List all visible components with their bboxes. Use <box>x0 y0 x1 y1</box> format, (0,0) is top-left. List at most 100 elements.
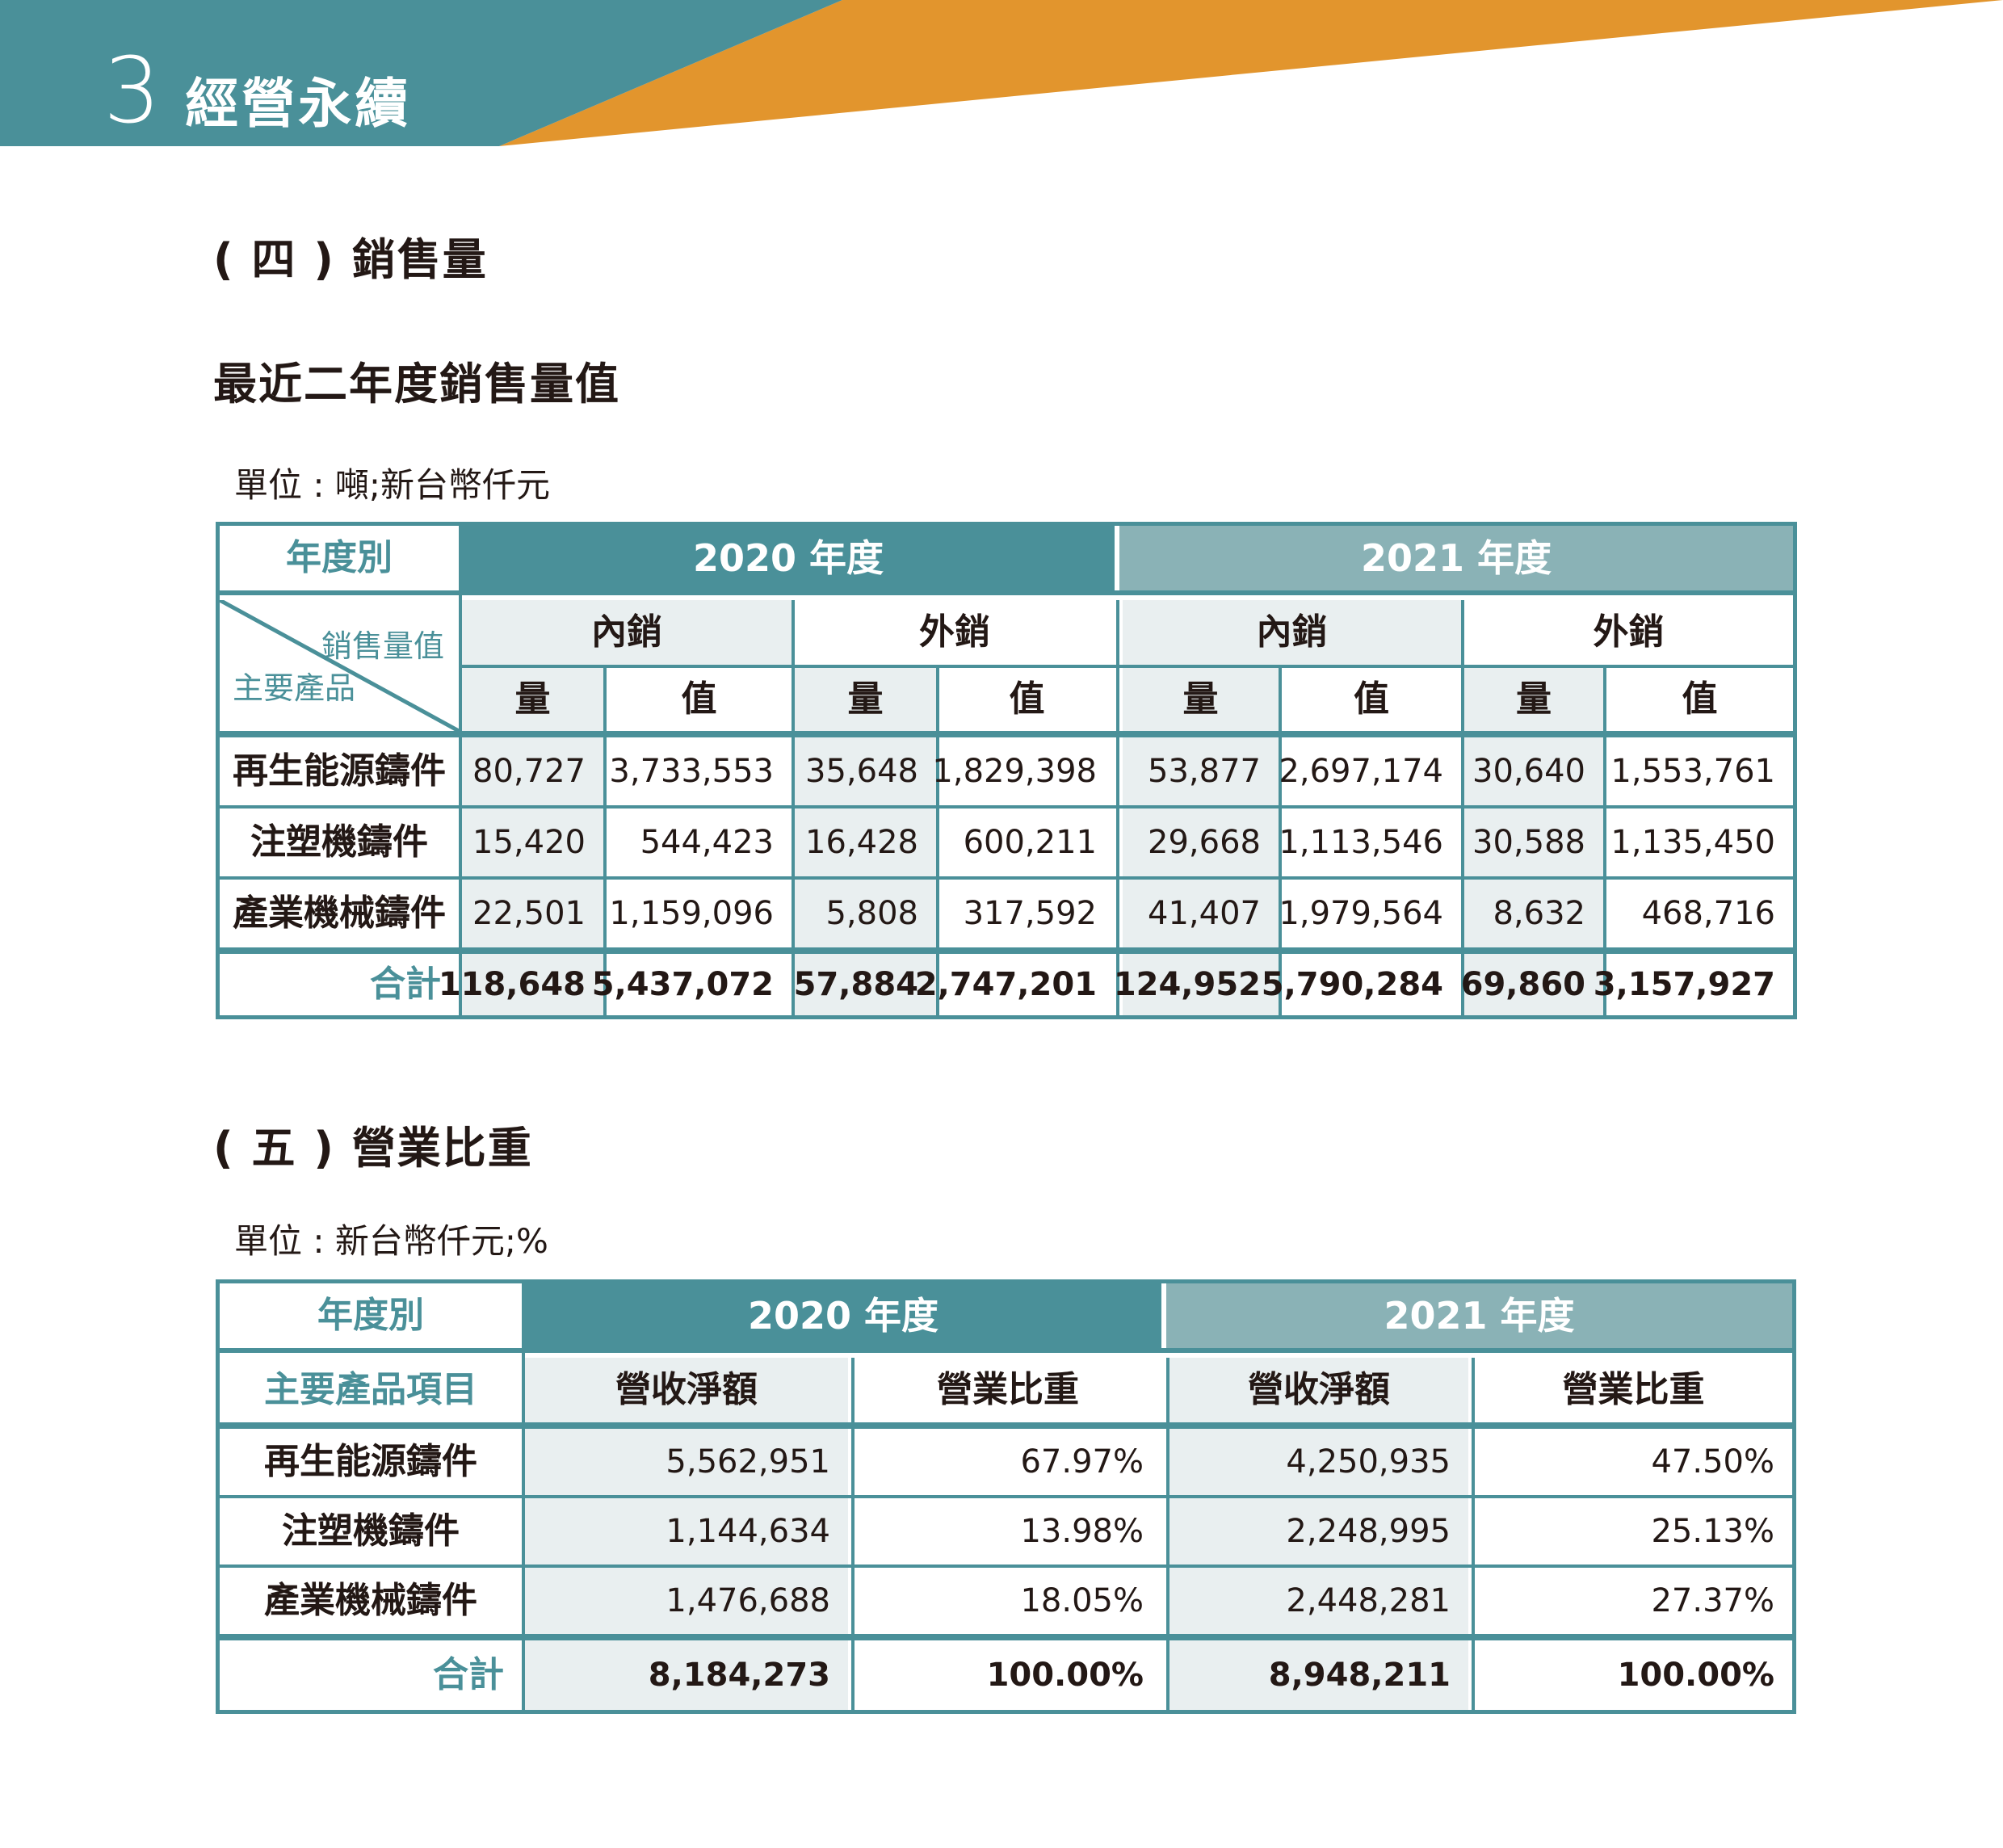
gridline <box>603 668 607 1015</box>
col-header-export: 外銷 <box>1593 611 1665 653</box>
data-cell: 1,135,450 <box>1610 824 1775 861</box>
data-cell: 2,448,281 <box>1169 1568 1468 1634</box>
gridline <box>792 600 795 1015</box>
data-cell: 1,476,688 <box>525 1568 848 1634</box>
total-row-label: 合計 <box>433 1654 504 1695</box>
data-cell: 1,144,634 <box>525 1498 848 1564</box>
row-label: 再生能源鑄件 <box>233 750 446 792</box>
gridline <box>1166 1358 1169 1710</box>
col-header-weight: 營業比重 <box>1562 1369 1705 1410</box>
gridline <box>220 805 1793 808</box>
data-cell: 13.98% <box>1020 1513 1144 1550</box>
data-cell: 53,877 <box>1123 737 1279 805</box>
data-cell: 30,640 <box>1464 737 1603 805</box>
measure-header-value: 值 <box>681 678 717 720</box>
measure-header-qty: 量 <box>1464 668 1603 731</box>
sales-table-title: 最近二年度銷售量值 <box>213 359 620 410</box>
gridline <box>220 731 1793 737</box>
data-cell: 1,829,398 <box>932 753 1097 790</box>
gridline <box>220 1422 1792 1429</box>
data-cell: 600,211 <box>963 824 1097 861</box>
row-label: 再生能源鑄件 <box>264 1441 477 1482</box>
measure-header-value: 值 <box>1682 678 1718 720</box>
data-cell: 25.13% <box>1651 1513 1774 1550</box>
measure-header-qty: 量 <box>462 668 603 731</box>
data-cell: 1,553,761 <box>1610 753 1775 790</box>
total-cell: 5,790,284 <box>1261 966 1443 1003</box>
gridline <box>220 1348 1792 1353</box>
corner-product-cell: 主要產品項目 <box>264 1369 477 1410</box>
row-label: 產業機械鑄件 <box>264 1580 477 1621</box>
data-cell: 35,648 <box>795 737 936 805</box>
col-header-export: 外銷 <box>919 611 990 653</box>
total-cell: 124,952 <box>1114 954 1279 1015</box>
gridline <box>522 1283 525 1710</box>
total-cell: 100.00% <box>986 1657 1144 1694</box>
chapter-title: 經營永續 <box>185 73 412 135</box>
data-cell: 1,159,096 <box>609 895 774 932</box>
section-ratio-heading: ( 五 ) 營業比重 <box>213 1123 533 1174</box>
sales-unit-note: 單位 : 噸;新台幣仟元 <box>234 465 551 505</box>
data-cell: 22,501 <box>462 880 603 947</box>
chapter-number: 3 <box>103 39 162 144</box>
data-cell: 2,248,995 <box>1169 1498 1468 1564</box>
data-cell: 18.05% <box>1020 1582 1144 1619</box>
corner-product-label: 主要產品 <box>233 670 356 706</box>
total-cell: 69,860 <box>1461 954 1603 1015</box>
data-cell: 1,113,546 <box>1279 824 1443 861</box>
data-cell: 80,727 <box>462 737 603 805</box>
data-cell: 29,668 <box>1123 808 1279 876</box>
gridline <box>1472 1358 1475 1710</box>
chapter-heading: 3 經營永續 <box>103 46 411 136</box>
col-header-weight: 營業比重 <box>937 1369 1079 1410</box>
gridline <box>459 665 1793 668</box>
total-cell: 8,184,273 <box>525 1640 848 1710</box>
page-header: 3 經營永續 <box>0 0 2003 146</box>
gridline <box>220 1634 1792 1640</box>
data-cell: 317,592 <box>963 895 1097 932</box>
measure-header-value: 值 <box>1009 678 1045 720</box>
data-cell: 4,250,935 <box>1169 1429 1468 1495</box>
gridline <box>220 947 1793 954</box>
gridline <box>1461 600 1464 1015</box>
section-sales-heading: ( 四 ) 銷售量 <box>213 234 488 285</box>
gridline <box>220 1495 1792 1498</box>
row-label: 注塑機鑄件 <box>282 1510 460 1552</box>
sales-volume-table: 年度別 2020 年度 2021 年度 銷售量值 主要產品 內銷 外銷 內銷 外… <box>216 522 1797 1019</box>
measure-header-qty: 量 <box>1123 668 1279 731</box>
data-cell: 2,697,174 <box>1279 753 1443 790</box>
col-header-net-revenue: 營收淨額 <box>1169 1358 1468 1422</box>
gridline <box>851 1358 855 1710</box>
gridline <box>220 1564 1792 1568</box>
row-label: 注塑機鑄件 <box>250 821 428 863</box>
data-cell: 41,407 <box>1123 880 1279 947</box>
gridline <box>220 876 1793 880</box>
gridline <box>1279 668 1282 1015</box>
total-cell: 5,437,072 <box>591 966 774 1003</box>
year-2021-banner: 2021 年度 <box>1119 526 1793 590</box>
gridline <box>936 668 939 1015</box>
year-2020-banner: 2020 年度 <box>525 1283 1161 1348</box>
corner-metric-label: 銷售量值 <box>321 628 444 664</box>
col-header-domestic: 內銷 <box>1123 600 1461 665</box>
row-label: 產業機械鑄件 <box>233 892 446 934</box>
total-cell: 57,884 <box>794 954 936 1015</box>
data-cell: 3,733,553 <box>609 753 774 790</box>
corner-year-cell: 年度別 <box>317 1295 424 1336</box>
total-cell: 3,157,927 <box>1593 966 1775 1003</box>
total-row-label: 合計 <box>370 964 441 1005</box>
gridline <box>459 526 462 1015</box>
diagonal-divider <box>220 600 459 731</box>
data-cell: 67.97% <box>1020 1443 1144 1480</box>
revenue-mix-table: 年度別 2020 年度 2021 年度 主要產品項目 營收淨額 營業比重 營收淨… <box>216 1279 1796 1714</box>
data-cell: 544,423 <box>640 824 774 861</box>
data-cell: 1,979,564 <box>1279 895 1443 932</box>
gridline <box>1116 600 1119 1015</box>
data-cell: 27.37% <box>1651 1582 1774 1619</box>
gridline <box>1603 668 1606 1015</box>
total-cell: 100.00% <box>1617 1657 1774 1694</box>
year-2020-banner: 2020 年度 <box>462 526 1115 590</box>
data-cell: 5,562,951 <box>525 1429 848 1495</box>
data-cell: 30,588 <box>1464 808 1603 876</box>
measure-header-qty: 量 <box>795 668 936 731</box>
